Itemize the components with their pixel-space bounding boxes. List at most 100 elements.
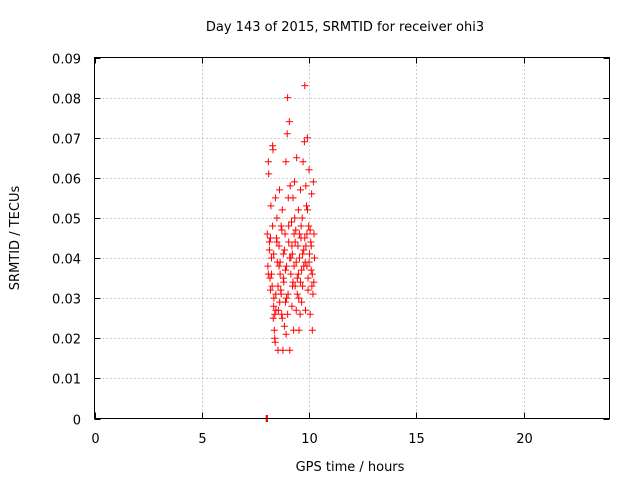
data-point bbox=[284, 310, 292, 318]
data-point bbox=[310, 230, 318, 238]
data-point bbox=[305, 166, 313, 174]
data-point bbox=[286, 254, 294, 262]
data-point bbox=[289, 282, 297, 290]
data-point bbox=[267, 202, 275, 210]
data-point bbox=[282, 330, 290, 338]
data-point bbox=[276, 298, 284, 306]
data-point bbox=[263, 230, 271, 238]
data-point bbox=[304, 286, 312, 294]
data-point bbox=[294, 242, 302, 250]
data-point bbox=[279, 250, 287, 258]
data-point bbox=[290, 262, 298, 270]
data-point bbox=[287, 270, 295, 278]
data-point bbox=[275, 242, 283, 250]
y-tick-label: 0.08 bbox=[52, 93, 81, 108]
data-point bbox=[264, 158, 272, 166]
data-point bbox=[266, 234, 274, 242]
data-point bbox=[280, 246, 288, 254]
data-point bbox=[301, 234, 309, 242]
data-point bbox=[302, 182, 310, 190]
x-tick-labels: 0 5 10 15 20 bbox=[91, 432, 532, 447]
y-tick-label: 0.09 bbox=[52, 53, 81, 68]
data-point bbox=[270, 302, 278, 310]
data-point bbox=[298, 266, 306, 274]
data-point bbox=[305, 258, 313, 266]
data-point bbox=[304, 206, 312, 214]
y-tick-label: 0.05 bbox=[52, 213, 81, 228]
data-point bbox=[308, 326, 316, 334]
data-point bbox=[265, 238, 273, 246]
data-point bbox=[288, 250, 296, 258]
data-point bbox=[292, 306, 300, 314]
data-point bbox=[296, 310, 304, 318]
grid-lines bbox=[94, 57, 610, 419]
data-point bbox=[291, 214, 299, 222]
data-point bbox=[292, 258, 300, 266]
data-point bbox=[280, 322, 288, 330]
data-point bbox=[266, 274, 274, 282]
data-point bbox=[299, 282, 307, 290]
y-tick-labels: 0 0.01 0.02 0.03 0.04 0.05 0.06 0.07 0.08 0.09 bbox=[52, 53, 81, 429]
plot-frame bbox=[94, 57, 610, 419]
y-tick-label: 0.01 bbox=[52, 373, 81, 388]
data-point bbox=[273, 238, 281, 246]
data-point bbox=[291, 238, 299, 246]
data-point bbox=[270, 250, 278, 258]
data-point bbox=[277, 222, 285, 230]
data-point bbox=[300, 246, 308, 254]
data-point bbox=[306, 310, 314, 318]
data-point bbox=[284, 94, 292, 102]
data-point bbox=[271, 194, 279, 202]
y-tick-label: 0.02 bbox=[52, 333, 81, 348]
x-tick-label: 10 bbox=[301, 432, 318, 447]
data-point bbox=[281, 266, 289, 274]
data-point bbox=[287, 218, 295, 226]
data-point bbox=[293, 154, 301, 162]
data-point bbox=[281, 230, 289, 238]
data-point bbox=[297, 222, 305, 230]
data-point bbox=[283, 294, 291, 302]
data-point bbox=[310, 254, 318, 262]
axis-ticks bbox=[94, 57, 610, 420]
data-point bbox=[307, 242, 315, 250]
data-point bbox=[278, 226, 286, 234]
data-point bbox=[295, 254, 303, 262]
data-point bbox=[301, 82, 309, 90]
data-point bbox=[283, 130, 291, 138]
data-point bbox=[276, 270, 284, 278]
data-point bbox=[298, 214, 306, 222]
data-point bbox=[273, 214, 281, 222]
data-point bbox=[306, 226, 314, 234]
data-point bbox=[270, 326, 278, 334]
x-axis-label: GPS time / hours bbox=[296, 460, 405, 475]
data-point bbox=[304, 274, 312, 282]
data-point bbox=[303, 134, 311, 142]
data-point bbox=[298, 298, 306, 306]
data-point bbox=[269, 222, 277, 230]
data-point bbox=[275, 262, 283, 270]
data-point bbox=[271, 338, 279, 346]
data-point bbox=[284, 194, 292, 202]
data-point bbox=[288, 302, 296, 310]
data-point bbox=[266, 286, 274, 294]
data-point bbox=[282, 158, 290, 166]
data-point bbox=[303, 230, 311, 238]
x-tick-label: 5 bbox=[198, 432, 206, 447]
data-point bbox=[278, 314, 286, 322]
data-point bbox=[279, 346, 287, 354]
data-point bbox=[308, 190, 316, 198]
data-point bbox=[294, 206, 302, 214]
data-point bbox=[275, 186, 283, 194]
data-point bbox=[300, 138, 308, 146]
data-point bbox=[279, 274, 287, 282]
data-point bbox=[285, 222, 293, 230]
data-point bbox=[301, 306, 309, 314]
data-point bbox=[264, 262, 272, 270]
data-point bbox=[293, 290, 301, 298]
data-point bbox=[286, 182, 294, 190]
x-tick-label: 15 bbox=[408, 432, 425, 447]
data-point bbox=[305, 222, 313, 230]
data-point bbox=[285, 238, 293, 246]
data-point bbox=[308, 282, 316, 290]
x-tick-label: 0 bbox=[91, 432, 99, 447]
